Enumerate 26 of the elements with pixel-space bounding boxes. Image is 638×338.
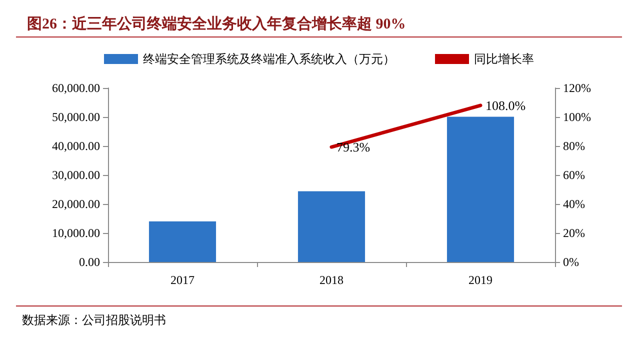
y-tick-label: 20,000.00 (52, 197, 100, 211)
legend-label: 终端安全管理系统及终端准入系统收入（万元） (143, 52, 395, 66)
legend-label: 同比增长率 (474, 52, 534, 66)
source-note: 数据来源：公司招股说明书 (22, 313, 166, 327)
y2-tick-label: 120% (563, 81, 591, 95)
y-tick-label: 40,000.00 (52, 139, 100, 153)
y-tick-label: 50,000.00 (52, 110, 100, 124)
y2-tick-label: 100% (563, 110, 591, 124)
bar (148, 221, 216, 262)
y-tick-label: 0.00 (79, 255, 100, 269)
chart-title: 图26：近三年公司终端安全业务收入年复合增长率超 90% (27, 14, 406, 32)
x-tick-label: 2018 (320, 273, 344, 287)
data-label: 108.0% (486, 98, 526, 113)
y2-tick-label: 40% (563, 197, 585, 211)
y-tick-label: 60,000.00 (52, 81, 100, 95)
data-label: 79.3% (336, 140, 370, 155)
y2-tick-label: 80% (563, 139, 585, 153)
y2-tick-label: 20% (563, 226, 585, 240)
y-tick-label: 10,000.00 (52, 226, 100, 240)
x-tick-label: 2019 (468, 273, 492, 287)
y-tick-label: 30,000.00 (52, 168, 100, 182)
x-tick-label: 2017 (170, 273, 194, 287)
bar (298, 191, 366, 262)
y2-tick-label: 60% (563, 168, 585, 182)
bar (446, 116, 514, 262)
y2-tick-label: 0% (563, 255, 579, 269)
